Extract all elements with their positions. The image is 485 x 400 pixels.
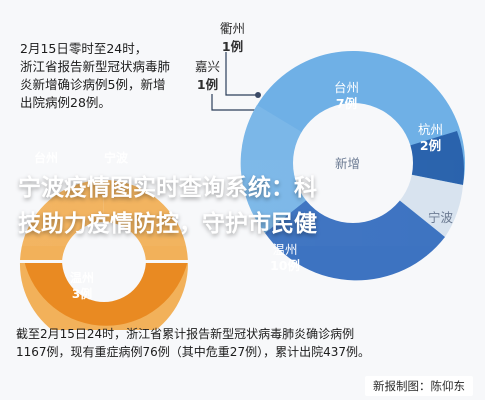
credit-label: 新报制图：陈仰东 <box>365 376 473 396</box>
label-hangzhou: 杭州 2例 <box>418 122 443 154</box>
orange-label-taizhou: 台州 <box>34 150 58 166</box>
segment-value: 3例 <box>71 287 93 301</box>
segment-name: 台州 <box>34 151 59 165</box>
callout-value: 1例 <box>196 77 219 92</box>
intro-line: 2月15日零时至24时， <box>20 41 148 56</box>
title-banner: 宁波疫情图实时查询系统：科 技助力疫情防控，守护市民健 <box>18 170 478 242</box>
segment-name: 温州 <box>272 242 298 257</box>
label-xinzeng: 新增 <box>335 156 360 172</box>
callout-jiaxing: 嘉兴 1例 <box>195 58 220 94</box>
segment-value: 2例 <box>419 138 442 153</box>
intro-line: 出院病例28例。 <box>20 95 111 110</box>
segment-name: 温州 <box>70 271 95 285</box>
summary-line: 1167例，现有重症病例76例（其中危重27例），累计出院437例。 <box>16 345 370 359</box>
segment-name: 宁波 <box>428 210 453 226</box>
segment-name: 台州 <box>334 80 360 95</box>
intro-line: 炎新增确诊病例5例，新增 <box>20 77 166 92</box>
callout-quzhou: 衢州 1例 <box>220 20 245 56</box>
intro-line: 浙江省报告新型冠状病毒肺 <box>20 59 171 74</box>
callout-value: 1例 <box>221 39 244 54</box>
intro-paragraph: 2月15日零时至24时， 浙江省报告新型冠状病毒肺 炎新增确诊病例5例，新增 出… <box>20 40 195 112</box>
callout-name: 嘉兴 <box>195 59 221 74</box>
summary-paragraph: 截至2月15日24时，浙江省累计报告新型冠状病毒肺炎确诊病例 1167例，现有重… <box>16 325 478 361</box>
orange-label-ningbo: 宁波 <box>104 150 128 166</box>
connector-dot <box>255 92 261 98</box>
orange-donut-wenzhou <box>24 260 188 326</box>
segment-name: 新增 <box>335 156 360 172</box>
connector-quzhou <box>225 52 258 96</box>
label-ningbo: 宁波 <box>428 210 453 226</box>
donut-gap <box>0 260 230 263</box>
blue-donut-hole <box>293 103 413 223</box>
label-wenzhou: 温州 10例 <box>270 242 300 274</box>
label-taizhou: 台州 7例 <box>334 80 359 112</box>
orange-label-wenzhou: 温州 3例 <box>70 270 94 302</box>
segment-name: 宁波 <box>104 151 129 165</box>
segment-value: 7例 <box>335 96 358 111</box>
title-line: 技助力疫情防控，守护市民健 <box>18 211 317 237</box>
segment-value: 10例 <box>270 258 300 273</box>
segment-name: 杭州 <box>418 122 444 137</box>
summary-line: 截至2月15日24时，浙江省累计报告新型冠状病毒肺炎确诊病例 <box>16 327 355 341</box>
connector-jiaxing <box>211 94 270 111</box>
callout-name: 衢州 <box>220 21 246 36</box>
title-line: 宁波疫情图实时查询系统：科 <box>18 175 317 201</box>
orange-donut <box>0 180 230 330</box>
blue-donut <box>240 51 465 281</box>
title-banner-background <box>0 160 485 246</box>
